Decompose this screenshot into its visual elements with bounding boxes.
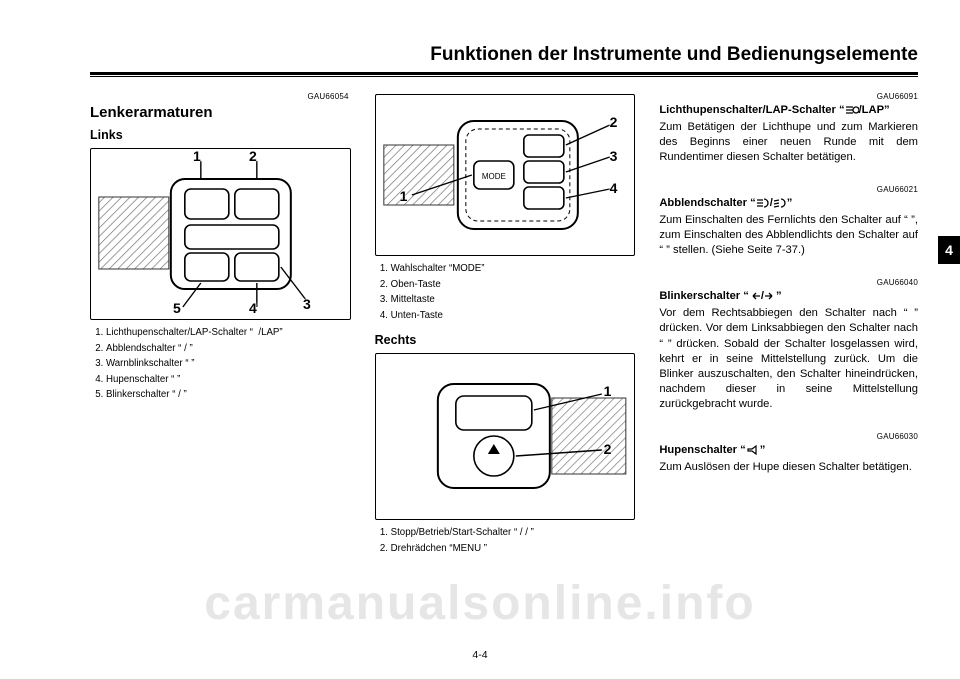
callout-1: 1 xyxy=(604,382,612,401)
highbeam-icon xyxy=(756,198,770,213)
callout-1: 1 xyxy=(400,187,408,206)
section-hupe: Hupenschalter “ ” Zum Auslösen der Hupe d… xyxy=(659,443,918,475)
column-1: GAU66054 Lenkerarmaturen Links xyxy=(90,92,349,639)
figure-right-switchgear: 1 2 xyxy=(375,353,636,520)
section-body: Zum Betätigen der Lichthupe und zum Mark… xyxy=(659,121,918,163)
title-text: /LAP” xyxy=(859,104,890,116)
figure1-captions: Lichthupenschalter/LAP-Schalter “ /LAP” … xyxy=(90,326,349,402)
ref-code: GAU66054 xyxy=(90,92,349,103)
page-title: Funktionen der Instrumente und Bedienung… xyxy=(90,44,918,66)
callout-2: 2 xyxy=(610,113,618,132)
callout-3: 3 xyxy=(610,147,618,166)
turn-left-icon xyxy=(749,291,761,306)
passing-icon xyxy=(845,105,859,120)
section-body: Vor dem Rechtsabbiegen den Schalter nach… xyxy=(659,307,918,410)
column-3: GAU66091 Lichthupenschalter/LAP-Schalter… xyxy=(659,92,918,639)
section-title: Abblendschalter “/” xyxy=(659,197,792,209)
manual-page: carmanualsonline.info Funktionen der Ins… xyxy=(0,0,960,679)
column-2: MODE 1 2 3 4 Wahlschalter “MODE” xyxy=(375,92,634,639)
chapter-tab: 4 xyxy=(938,236,960,264)
content-grid: GAU66054 Lenkerarmaturen Links xyxy=(90,92,918,639)
subheading-rechts: Rechts xyxy=(375,332,634,349)
title-text: ” xyxy=(760,444,766,456)
ref-code: GAU66030 xyxy=(659,432,918,443)
figure-left-switchgear: 1 2 3 4 5 xyxy=(90,148,351,320)
figure-right-svg xyxy=(376,354,635,519)
section-body: Zum Auslösen der Hupe diesen Schalter be… xyxy=(659,461,912,473)
title-text: Abblendschalter “ xyxy=(659,197,755,209)
callout-4: 4 xyxy=(610,179,618,198)
section-title: Lichthupenschalter/LAP-Schalter “ /LAP” xyxy=(659,104,889,116)
title-text: Blinkerschalter “ xyxy=(659,290,749,302)
caption-item: Warnblinkschalter “ ” xyxy=(106,357,349,371)
section-blinker: Blinkerschalter “/” Vor dem Rechtsabbieg… xyxy=(659,289,918,412)
heading-lenkerarmaturen: Lenkerarmaturen xyxy=(90,103,349,123)
ref-code: GAU66021 xyxy=(659,185,918,196)
section-abblend: Abblendschalter “/” Zum Einschalten des … xyxy=(659,196,918,258)
section-lichthupe: Lichthupenschalter/LAP-Schalter “ /LAP” Z… xyxy=(659,103,918,165)
figure2-captions: Wahlschalter “MODE” Oben-Taste Mitteltas… xyxy=(375,262,634,322)
title-text: ” xyxy=(776,290,782,302)
figure-left-svg xyxy=(91,149,350,319)
title-text: Lichthupenschalter/LAP-Schalter “ xyxy=(659,104,844,116)
callout-3: 3 xyxy=(303,295,311,314)
turn-right-icon xyxy=(764,291,776,306)
figure-mode-svg: MODE xyxy=(376,95,635,255)
caption-item: Blinkerschalter “ / ” xyxy=(106,388,349,402)
caption-item: Stopp/Betrieb/Start-Schalter “ / / ” xyxy=(391,526,634,540)
subheading-links: Links xyxy=(90,127,349,144)
section-title: Hupenschalter “ ” xyxy=(659,444,765,456)
lowbeam-icon xyxy=(773,198,787,213)
caption-item: Hupenschalter “ ” xyxy=(106,373,349,387)
caption-item: Abblendschalter “ / ” xyxy=(106,342,349,356)
caption-item: Wahlschalter “MODE” xyxy=(391,262,634,276)
title-text: ” xyxy=(787,197,793,209)
title-rule xyxy=(90,72,918,77)
caption-item: Lichthupenschalter/LAP-Schalter “ /LAP” xyxy=(106,326,349,340)
title-text: Hupenschalter “ xyxy=(659,444,745,456)
svg-text:MODE: MODE xyxy=(481,172,505,181)
ref-code: GAU66040 xyxy=(659,278,918,289)
page-number: 4-4 xyxy=(0,649,960,661)
section-body: Zum Einschalten des Fernlichts den Schal… xyxy=(659,214,918,256)
callout-2: 2 xyxy=(604,440,612,459)
caption-item: Mitteltaste xyxy=(391,293,634,307)
caption-item: Drehrädchen “MENU ” xyxy=(391,542,634,556)
ref-code: GAU66091 xyxy=(659,92,918,103)
callout-4: 4 xyxy=(249,299,257,318)
callout-2: 2 xyxy=(249,147,257,166)
caption-item: Oben-Taste xyxy=(391,278,634,292)
figure-mode-switch: MODE 1 2 3 4 xyxy=(375,94,636,256)
horn-icon xyxy=(746,445,760,460)
callout-5: 5 xyxy=(173,299,181,318)
callout-1: 1 xyxy=(193,147,201,166)
section-title: Blinkerschalter “/” xyxy=(659,290,781,302)
figure3-captions: Stopp/Betrieb/Start-Schalter “ / / ” Dre… xyxy=(375,526,634,555)
caption-item: Unten-Taste xyxy=(391,309,634,323)
